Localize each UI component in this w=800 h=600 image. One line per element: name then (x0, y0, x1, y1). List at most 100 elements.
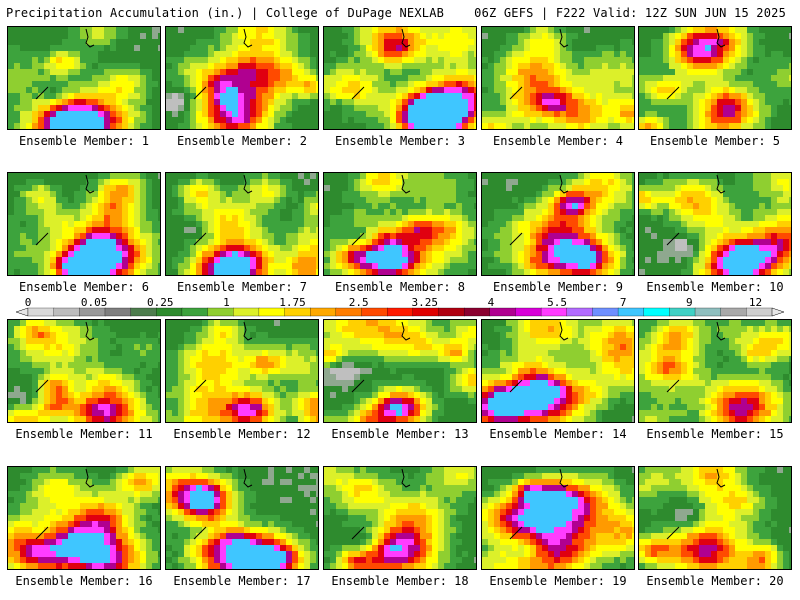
precip-cell (50, 197, 56, 203)
precip-cell (184, 191, 190, 197)
precip-cell (152, 123, 158, 129)
precip-cell (438, 245, 444, 251)
precip-cell (298, 245, 304, 251)
precip-cell (104, 239, 110, 245)
precip-cell (262, 87, 268, 93)
precip-cell (578, 105, 584, 111)
precip-cell (166, 57, 172, 63)
precip-cell (184, 117, 190, 123)
precip-cell (128, 215, 134, 221)
precip-cell (396, 239, 402, 245)
precip-cell (104, 362, 110, 368)
precip-cell (771, 27, 777, 33)
precip-cell (572, 33, 578, 39)
precip-cell (711, 239, 717, 245)
precip-cell (44, 356, 50, 362)
precip-cell (316, 51, 318, 57)
precip-cell (86, 215, 92, 221)
precip-cell (158, 344, 160, 350)
precip-cell (8, 75, 14, 81)
precip-cell (414, 27, 420, 33)
precip-cell (488, 111, 494, 117)
precip-cell (777, 57, 783, 63)
precip-cell (384, 209, 390, 215)
precip-cell (354, 117, 360, 123)
precip-cell (753, 215, 759, 221)
precip-cell (747, 245, 753, 251)
precip-cell (657, 179, 663, 185)
precip-cell (262, 105, 268, 111)
precip-cell (226, 233, 232, 239)
precip-cell (128, 203, 134, 209)
precip-cell (384, 69, 390, 75)
precip-cell (274, 99, 280, 105)
precip-cell (777, 45, 783, 51)
precip-cell (536, 81, 542, 87)
precip-cell (741, 99, 747, 105)
precip-cell (590, 233, 596, 239)
precip-cell (651, 197, 657, 203)
precip-cell (62, 129, 68, 130)
precip-cell (98, 81, 104, 87)
precip-cell (542, 257, 548, 263)
precip-cell (536, 197, 542, 203)
precip-cell (20, 63, 26, 69)
precip-cell (226, 93, 232, 99)
precip-cell (134, 257, 140, 263)
precip-cell (402, 75, 408, 81)
precip-cell (184, 227, 190, 233)
precip-cell (759, 173, 765, 179)
precip-cell (554, 221, 560, 227)
precip-cell (512, 117, 518, 123)
precip-cell (771, 179, 777, 185)
precip-cell (494, 87, 500, 93)
precip-cell (693, 221, 699, 227)
precip-cell (92, 75, 98, 81)
precip-cell (566, 191, 572, 197)
precip-cell (20, 251, 26, 257)
precip-cell (396, 99, 402, 105)
precip-cell (729, 233, 735, 239)
precip-cell (426, 191, 432, 197)
precip-cell (771, 251, 777, 257)
precip-cell (572, 129, 578, 130)
precip-cell (468, 75, 474, 81)
precip-cell (128, 320, 134, 326)
precip-cell (488, 87, 494, 93)
precip-cell (777, 123, 783, 129)
precip-cell (68, 263, 74, 269)
precip-cell (128, 209, 134, 215)
precip-cell (86, 374, 92, 380)
precip-cell (759, 123, 765, 129)
precip-cell (420, 105, 426, 111)
precip-cell (596, 185, 602, 191)
precip-cell (632, 263, 634, 269)
precip-cell (286, 69, 292, 75)
precip-cell (500, 251, 506, 257)
precip-cell (146, 87, 152, 93)
precip-cell (104, 275, 110, 276)
precip-cell (693, 117, 699, 123)
precip-cell (178, 105, 184, 111)
precip-cell (128, 93, 134, 99)
precip-cell (542, 227, 548, 233)
precip-cell (548, 215, 554, 221)
precip-cell (420, 269, 426, 275)
precip-cell (524, 209, 530, 215)
precip-cell (80, 275, 86, 276)
precip-cell (536, 45, 542, 51)
precip-cell (330, 81, 336, 87)
precip-cell (122, 123, 128, 129)
precip-cell (500, 93, 506, 99)
precip-cell (536, 99, 542, 105)
precip-cell (342, 27, 348, 33)
precip-cell (244, 179, 250, 185)
precip-cell (166, 221, 172, 227)
precip-cell (354, 33, 360, 39)
precip-cell (390, 111, 396, 117)
precip-cell (723, 275, 729, 276)
precip-cell (372, 263, 378, 269)
precip-cell (687, 39, 693, 45)
precip-cell (675, 27, 681, 33)
precip-cell (747, 27, 753, 33)
